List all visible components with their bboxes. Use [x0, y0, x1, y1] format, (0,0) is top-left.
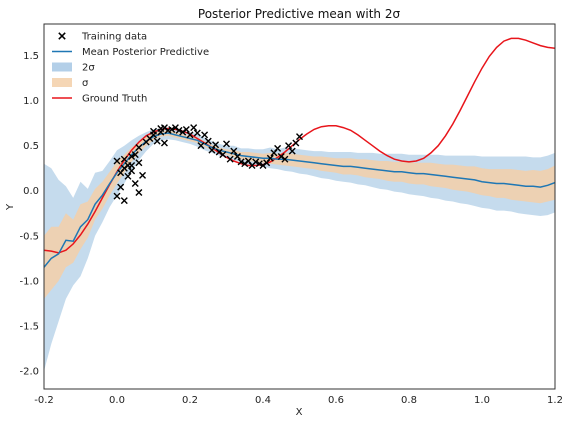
training-point	[128, 167, 136, 175]
training-point	[160, 139, 168, 147]
training-point	[139, 171, 147, 179]
y-axis-label: Y	[5, 203, 16, 211]
training-point	[113, 157, 121, 165]
training-point	[113, 192, 121, 200]
axes	[43, 23, 556, 390]
training-point	[182, 125, 190, 133]
training-point	[237, 158, 245, 166]
training-point	[219, 151, 227, 159]
x-tick-label: 1.2	[547, 395, 563, 406]
y-tick-label: 1.0	[23, 96, 39, 107]
training-point	[120, 197, 128, 205]
legend-item: Ground Truth	[52, 94, 147, 105]
y-tick-label: -2.0	[19, 366, 39, 377]
ground-truth-line	[44, 37, 555, 254]
training-point	[226, 155, 234, 163]
training-point	[128, 152, 136, 160]
x-tick-label: 0.6	[328, 395, 344, 406]
plot-area	[44, 37, 555, 371]
training-point	[266, 154, 274, 162]
legend-item: Mean Posterior Predictive	[52, 47, 209, 58]
training-point	[193, 129, 201, 137]
legend-label: Mean Posterior Predictive	[82, 47, 209, 58]
training-point	[255, 160, 263, 168]
training-point	[281, 155, 289, 163]
legend-label: σ	[82, 78, 89, 89]
legend-swatch	[52, 62, 72, 72]
training-point	[150, 127, 157, 135]
y-tick-label: -0.5	[19, 231, 39, 242]
training-point	[292, 139, 300, 147]
x-tick-label: 0.2	[182, 395, 198, 406]
y-tick-label: 1.5	[23, 51, 39, 62]
training-point	[117, 183, 125, 191]
training-point	[168, 125, 176, 133]
training-point	[208, 146, 216, 154]
training-point	[233, 152, 241, 160]
chart-title: Posterior Predictive mean with 2σ	[198, 7, 401, 21]
training-point	[190, 124, 198, 132]
training-point	[124, 172, 132, 180]
legend-swatch	[58, 32, 66, 40]
training-point	[120, 164, 128, 172]
y-tick-label: 0.5	[23, 141, 39, 152]
x-tick-label: 0.0	[109, 395, 125, 406]
y-tick-labels: -2.0 -1.5 -1.0 -0.5 0.0 0.5 1.0 1.5	[19, 51, 39, 377]
mean-line	[44, 132, 555, 268]
y-tick-label: -1.0	[19, 276, 39, 287]
x-tick-label: -0.2	[34, 395, 54, 406]
training-point	[285, 142, 293, 150]
axes-frame	[43, 23, 556, 390]
training-point	[135, 143, 143, 151]
training-point	[252, 158, 260, 166]
x-tick-label: 0.8	[401, 395, 417, 406]
training-point	[288, 147, 296, 155]
training-point	[131, 151, 139, 159]
legend-label: Training data	[81, 32, 147, 43]
training-point	[135, 159, 143, 167]
training-point	[296, 133, 303, 141]
training-point	[153, 137, 161, 145]
y-tick-label: 0.0	[23, 186, 39, 197]
x-axis-label: X	[296, 407, 303, 418]
x-tick-label: 1.0	[474, 395, 490, 406]
legend-swatch	[52, 78, 72, 87]
legend-item: σ	[52, 78, 89, 89]
band-2sigma	[44, 127, 555, 371]
training-point	[212, 141, 220, 149]
training-point	[186, 131, 194, 139]
legend-item: 2σ	[52, 62, 95, 74]
legend-label: Ground Truth	[82, 94, 147, 105]
training-point	[201, 131, 209, 139]
y-tick-label: -1.5	[19, 321, 39, 332]
training-point	[175, 126, 183, 134]
legend-item: Training data	[58, 32, 147, 43]
band-sigma	[44, 130, 555, 299]
training-point	[204, 137, 212, 145]
training-point	[274, 144, 282, 152]
training-point	[197, 142, 205, 150]
legend: Training data Mean Posterior Predictive 2σ…	[52, 32, 209, 105]
training-point	[131, 180, 139, 188]
training-point	[135, 189, 143, 197]
x-tick-labels: -0.2 0.0 0.2 0.4 0.6 0.8 1.0 1.2	[34, 395, 563, 406]
training-point	[223, 140, 230, 148]
training-point	[128, 161, 136, 169]
training-point	[120, 155, 128, 163]
x-tick-label: 0.4	[255, 395, 271, 406]
training-point	[230, 147, 238, 155]
legend-label: 2σ	[82, 63, 95, 74]
